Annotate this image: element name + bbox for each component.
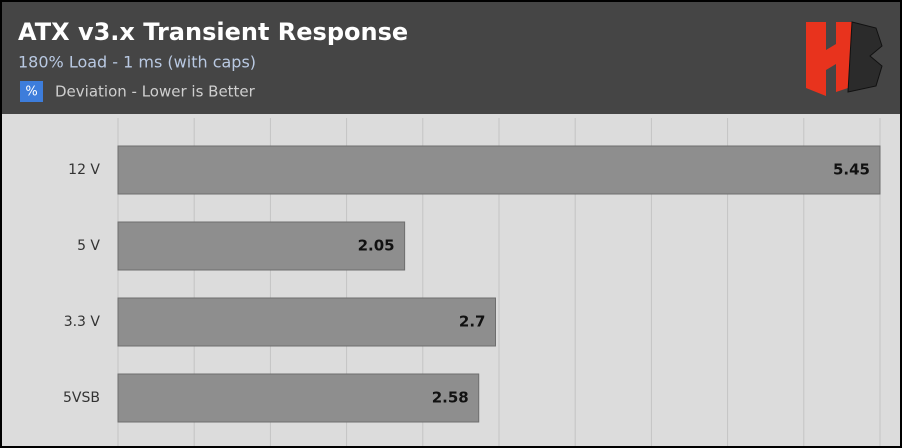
chart-title: ATX v3.x Transient Response	[18, 18, 408, 46]
bar	[117, 373, 480, 423]
bar	[117, 221, 406, 271]
data-label: 2.7	[459, 313, 486, 331]
bar	[117, 145, 881, 195]
legend-icon-label: %	[25, 85, 37, 100]
y-tick-label: 12 V	[68, 162, 100, 178]
data-label: 2.05	[358, 237, 395, 255]
logo	[806, 21, 883, 96]
bar	[117, 297, 497, 347]
data-label: 5.45	[833, 161, 870, 179]
legend-icon	[20, 81, 43, 102]
data-label: 2.58	[432, 389, 469, 407]
legend-label: Deviation - Lower is Better	[55, 83, 256, 101]
y-tick-label: 5 V	[77, 238, 100, 254]
chart-subtitle: 180% Load - 1 ms (with caps)	[18, 53, 256, 72]
y-tick-label: 5VSB	[63, 390, 100, 406]
plot-area: 12 V 5.45 5 V 2.05 3.3 V 2.7 5VSB 2.58	[63, 118, 881, 448]
y-tick-label: 3.3 V	[64, 314, 101, 330]
header-background	[0, 0, 902, 114]
